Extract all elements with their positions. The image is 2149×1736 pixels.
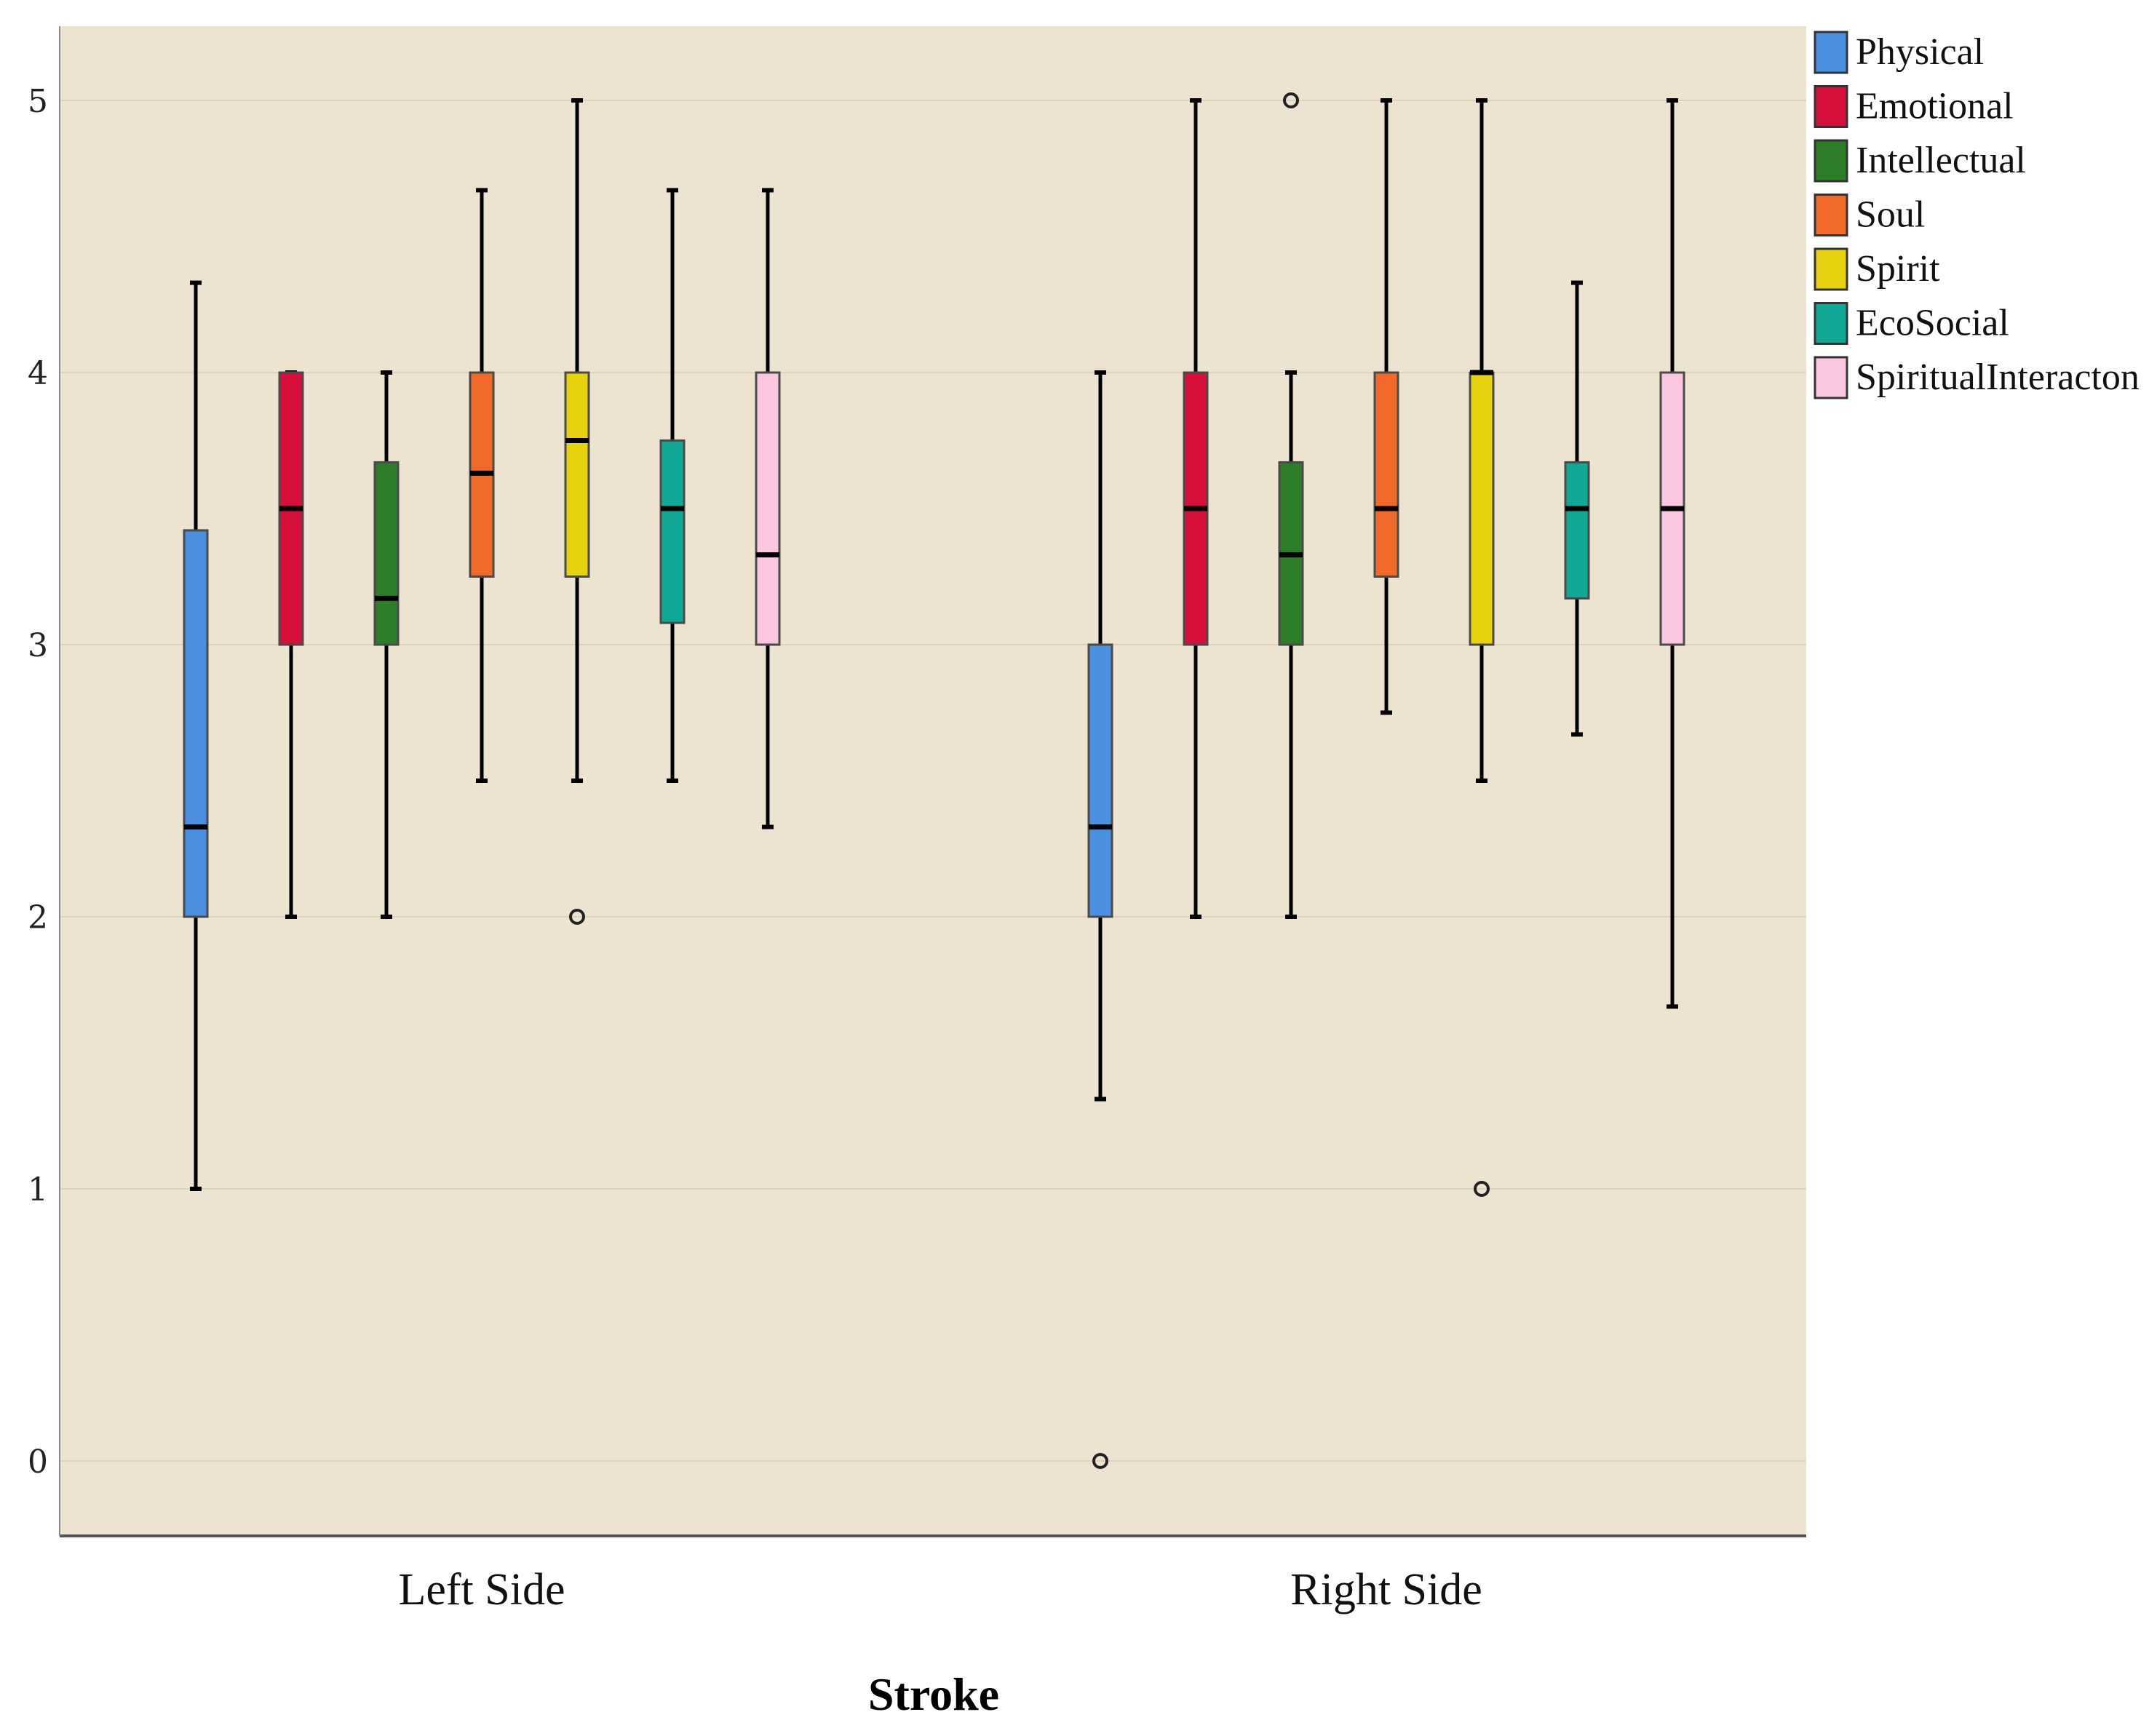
gridlines — [60, 100, 1806, 1462]
y-tick-label: 1 — [28, 1171, 48, 1209]
legend-label: Emotional — [1856, 86, 2014, 127]
legend: Physical Emotional Intellectual Soul Spirit E… — [1814, 31, 2140, 399]
box-iqr — [373, 461, 400, 646]
y-tick-label: 4 — [28, 355, 48, 392]
box-emotional-1 — [1183, 98, 1209, 919]
legend-label: Spirit — [1856, 248, 1940, 290]
legend-swatch — [1814, 31, 1848, 74]
box-physical-0 — [183, 280, 209, 1191]
box-iqr — [183, 529, 209, 918]
box-iqr — [564, 371, 590, 578]
x-category-label: Right Side — [1290, 1565, 1482, 1614]
box-emotional-0 — [278, 370, 304, 919]
outlier-point — [1474, 1181, 1490, 1197]
legend-label: Physical — [1856, 31, 1984, 73]
outlier-point — [1283, 92, 1299, 108]
box-iqr — [1373, 371, 1399, 578]
y-tick-label: 0 — [28, 1444, 48, 1481]
legend-label: EcoSocial — [1856, 303, 2009, 344]
legend-label: Intellectual — [1856, 140, 2026, 181]
legend-swatch — [1814, 356, 1848, 399]
legend-label: Soul — [1856, 194, 1925, 236]
legend-swatch — [1814, 302, 1848, 345]
outlier-point — [569, 909, 585, 925]
box-physical-1 — [1087, 370, 1113, 1469]
legend-swatch — [1814, 247, 1848, 291]
box-ecosocial-1 — [1564, 280, 1590, 737]
y-tick-label: 3 — [28, 627, 48, 664]
box-soul-1 — [1373, 98, 1399, 715]
box-iqr — [1087, 643, 1113, 918]
box-soul-0 — [469, 188, 495, 783]
box-iqr — [659, 439, 686, 624]
legend-swatch — [1814, 194, 1848, 236]
x-category-label: Left Side — [399, 1565, 565, 1614]
y-tick-label: 2 — [28, 899, 48, 936]
legend-swatch — [1814, 85, 1848, 128]
box-iqr — [755, 371, 781, 646]
box-spirit-0 — [564, 98, 590, 925]
outlier-point — [1092, 1453, 1108, 1469]
box-iqr — [1469, 371, 1495, 646]
box-intellectual-0 — [373, 370, 400, 919]
box-spirit-1 — [1469, 98, 1495, 1197]
box-intellectual-1 — [1278, 92, 1304, 919]
y-tick-label: 5 — [28, 83, 48, 120]
boxes — [183, 92, 1685, 1469]
legend-swatch — [1814, 139, 1848, 183]
box-iqr — [1564, 461, 1590, 600]
plot-area — [60, 26, 1806, 1536]
y-ticks: 0 1 2 3 4 5 — [28, 83, 48, 1481]
box-spiritualinteracton-0 — [755, 188, 781, 829]
box-spiritualinteracton-1 — [1659, 98, 1685, 1009]
x-axis-title: Stroke — [868, 1668, 999, 1720]
x-category-labels: Left Side Right Side — [399, 1565, 1482, 1614]
box-ecosocial-0 — [659, 188, 686, 783]
legend-label: SpiritualInteracton — [1856, 357, 2140, 398]
